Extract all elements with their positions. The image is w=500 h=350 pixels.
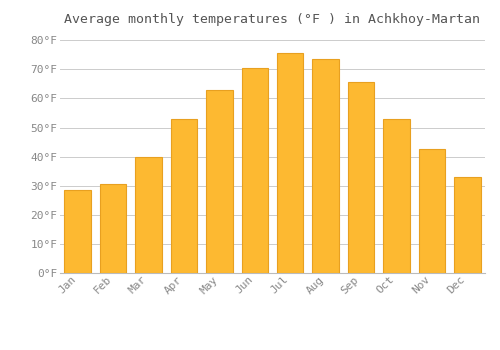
Bar bbox=[170, 119, 197, 273]
Bar bbox=[348, 82, 374, 273]
Bar bbox=[383, 119, 409, 273]
Bar bbox=[454, 177, 480, 273]
Bar bbox=[100, 184, 126, 273]
Bar bbox=[64, 190, 91, 273]
Bar bbox=[277, 53, 303, 273]
Bar bbox=[136, 156, 162, 273]
Bar bbox=[206, 90, 233, 273]
Bar bbox=[242, 68, 268, 273]
Bar bbox=[418, 149, 445, 273]
Title: Average monthly temperatures (°F ) in Achkhoy-Martan: Average monthly temperatures (°F ) in Ac… bbox=[64, 13, 480, 26]
Bar bbox=[312, 59, 339, 273]
